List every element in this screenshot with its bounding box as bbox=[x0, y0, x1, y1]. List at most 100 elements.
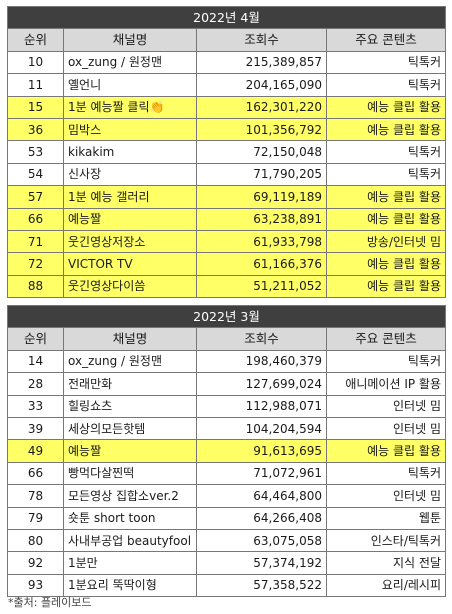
column-header-views: 조회수 bbox=[196, 327, 327, 351]
table-row: 88 웃긴영상다이씀 51,211,052 예능 클립 활용 bbox=[7, 274, 446, 299]
table-row: 53 kikakim 72,150,048 틱톡커 bbox=[7, 140, 446, 164]
views-cell: 51,211,052 bbox=[196, 274, 327, 299]
content-type-cell: 지식 전달 bbox=[326, 551, 446, 575]
channel-name-cell: 사내부공업 beautyfool bbox=[63, 528, 197, 553]
column-header-channel: 채널명 bbox=[63, 327, 197, 351]
views-cell: 104,204,594 bbox=[196, 416, 327, 441]
channel-name-cell: 예능짤 bbox=[63, 439, 197, 463]
channel-name-cell: 모든영상 집합소ver.2 bbox=[63, 484, 197, 508]
rank-cell: 10 bbox=[7, 50, 64, 75]
rank-cell: 79 bbox=[7, 506, 64, 530]
channel-name-cell: 예능짤 bbox=[63, 207, 197, 231]
views-cell: 64,464,800 bbox=[196, 484, 327, 508]
views-cell: 72,150,048 bbox=[196, 140, 327, 164]
channel-name-cell: 신사장 bbox=[63, 162, 197, 187]
views-cell: 101,356,792 bbox=[196, 117, 327, 142]
table-row: 54 신사장 71,790,205 틱톡커 bbox=[7, 162, 446, 187]
column-header-content: 주요 콘텐츠 bbox=[326, 327, 446, 351]
content-type-cell: 예능 클립 활용 bbox=[326, 185, 446, 209]
rank-cell: 11 bbox=[7, 73, 64, 97]
rank-cell: 36 bbox=[7, 117, 64, 142]
content-type-cell: 예능 클립 활용 bbox=[326, 274, 446, 299]
content-type-cell: 틱톡커 bbox=[326, 461, 446, 486]
content-type-cell: 인스타/틱톡커 bbox=[326, 528, 446, 553]
content-type-cell: 예능 클립 활용 bbox=[326, 95, 446, 119]
content-type-cell: 틱톡커 bbox=[326, 140, 446, 164]
rank-cell: 72 bbox=[7, 252, 64, 276]
rank-cell: 71 bbox=[7, 229, 64, 254]
content-type-cell: 요리/레시피 bbox=[326, 573, 446, 598]
views-cell: 61,166,376 bbox=[196, 252, 327, 276]
source-note: *출처: 플레이보드 bbox=[8, 596, 92, 609]
content-type-cell: 인터넷 밈 bbox=[326, 484, 446, 508]
content-type-cell: 인터넷 밈 bbox=[326, 394, 446, 418]
table-row: 72 VICTOR TV 61,166,376 예능 클립 활용 bbox=[7, 252, 446, 276]
table-row: 78 모든영상 집합소ver.2 64,464,800 인터넷 밈 bbox=[7, 484, 446, 508]
views-cell: 112,988,071 bbox=[196, 394, 327, 418]
channel-name-cell: 숏툰 short toon bbox=[63, 506, 197, 530]
rank-cell: 49 bbox=[7, 439, 64, 463]
content-type-cell: 틱톡커 bbox=[326, 50, 446, 75]
channel-name-cell: 전래만화 bbox=[63, 372, 197, 396]
table-row: 80 사내부공업 beautyfool 63,075,058 인스타/틱톡커 bbox=[7, 528, 446, 553]
content-type-cell: 인터넷 밈 bbox=[326, 416, 446, 441]
views-cell: 71,072,961 bbox=[196, 461, 327, 486]
table-title: 2022년 4월 bbox=[7, 5, 446, 30]
column-header-row: 순위 채널명 조회수 주요 콘텐츠 bbox=[7, 327, 446, 351]
table-row: 39 세상의모든핫템 104,204,594 인터넷 밈 bbox=[7, 416, 446, 441]
views-cell: 162,301,220 bbox=[196, 95, 327, 119]
content-type-cell: 예능 클립 활용 bbox=[326, 252, 446, 276]
rank-cell: 15 bbox=[7, 95, 64, 119]
views-cell: 198,460,379 bbox=[196, 349, 327, 374]
table-row: 15 1분 예능짤 클릭👏 162,301,220 예능 클립 활용 bbox=[7, 95, 446, 119]
rank-cell: 78 bbox=[7, 484, 64, 508]
views-cell: 63,075,058 bbox=[196, 528, 327, 553]
rank-cell: 39 bbox=[7, 416, 64, 441]
views-cell: 61,933,798 bbox=[196, 229, 327, 254]
table-row: 66 예능짤 63,238,891 예능 클립 활용 bbox=[7, 207, 446, 231]
channel-name-cell: 힐링쇼츠 bbox=[63, 394, 197, 418]
table-row: 33 힐링쇼츠 112,988,071 인터넷 밈 bbox=[7, 394, 446, 418]
channel-name-cell: ox_zung / 원정맨 bbox=[63, 50, 197, 75]
views-cell: 215,389,857 bbox=[196, 50, 327, 75]
views-cell: 57,374,192 bbox=[196, 551, 327, 575]
content-type-cell: 예능 클립 활용 bbox=[326, 439, 446, 463]
channel-name-cell: VICTOR TV bbox=[63, 252, 197, 276]
table-row: 79 숏툰 short toon 64,266,408 웹툰 bbox=[7, 506, 446, 530]
rank-cell: 66 bbox=[7, 461, 64, 486]
rank-cell: 92 bbox=[7, 551, 64, 575]
channel-name-cell: 1분 예능짤 클릭👏 bbox=[63, 95, 197, 119]
channel-name-cell: 웃긴영상다이씀 bbox=[63, 274, 197, 299]
ranking-table-march: 2022년 3월 순위 채널명 조회수 주요 콘텐츠 14 ox_zung / 원… bbox=[7, 304, 446, 598]
channel-name-cell: 웃긴영상저장소 bbox=[63, 229, 197, 254]
column-header-row: 순위 채널명 조회수 주요 콘텐츠 bbox=[7, 28, 446, 52]
table-title: 2022년 3월 bbox=[7, 304, 446, 329]
content-type-cell: 웹툰 bbox=[326, 506, 446, 530]
content-type-cell: 예능 클립 활용 bbox=[326, 117, 446, 142]
views-cell: 71,790,205 bbox=[196, 162, 327, 187]
column-header-rank: 순위 bbox=[7, 327, 64, 351]
channel-name-cell: 1분만 bbox=[63, 551, 197, 575]
channel-name-cell: 세상의모든핫템 bbox=[63, 416, 197, 441]
views-cell: 69,119,189 bbox=[196, 185, 327, 209]
channel-name-cell: ox_zung / 원정맨 bbox=[63, 349, 197, 374]
channel-name-cell: 옐언니 bbox=[63, 73, 197, 97]
table-row: 14 ox_zung / 원정맨 198,460,379 틱톡커 bbox=[7, 349, 446, 374]
views-cell: 64,266,408 bbox=[196, 506, 327, 530]
channel-name-cell: 빵먹다살찐떡 bbox=[63, 461, 197, 486]
channel-name-cell: kikakim bbox=[63, 140, 197, 164]
views-cell: 63,238,891 bbox=[196, 207, 327, 231]
column-header-views: 조회수 bbox=[196, 28, 327, 52]
rank-cell: 88 bbox=[7, 274, 64, 299]
table-row: 49 예능짤 91,613,695 예능 클립 활용 bbox=[7, 439, 446, 463]
table-row: 92 1분만 57,374,192 지식 전달 bbox=[7, 551, 446, 575]
content-type-cell: 애니메이션 IP 활용 bbox=[326, 372, 446, 396]
content-type-cell: 방송/인터넷 밈 bbox=[326, 229, 446, 254]
table-row: 66 빵먹다살찐떡 71,072,961 틱톡커 bbox=[7, 461, 446, 486]
column-header-content: 주요 콘텐츠 bbox=[326, 28, 446, 52]
rank-cell: 53 bbox=[7, 140, 64, 164]
table-row: 71 웃긴영상저장소 61,933,798 방송/인터넷 밈 bbox=[7, 229, 446, 254]
rank-cell: 14 bbox=[7, 349, 64, 374]
rank-cell: 93 bbox=[7, 573, 64, 598]
rank-cell: 33 bbox=[7, 394, 64, 418]
